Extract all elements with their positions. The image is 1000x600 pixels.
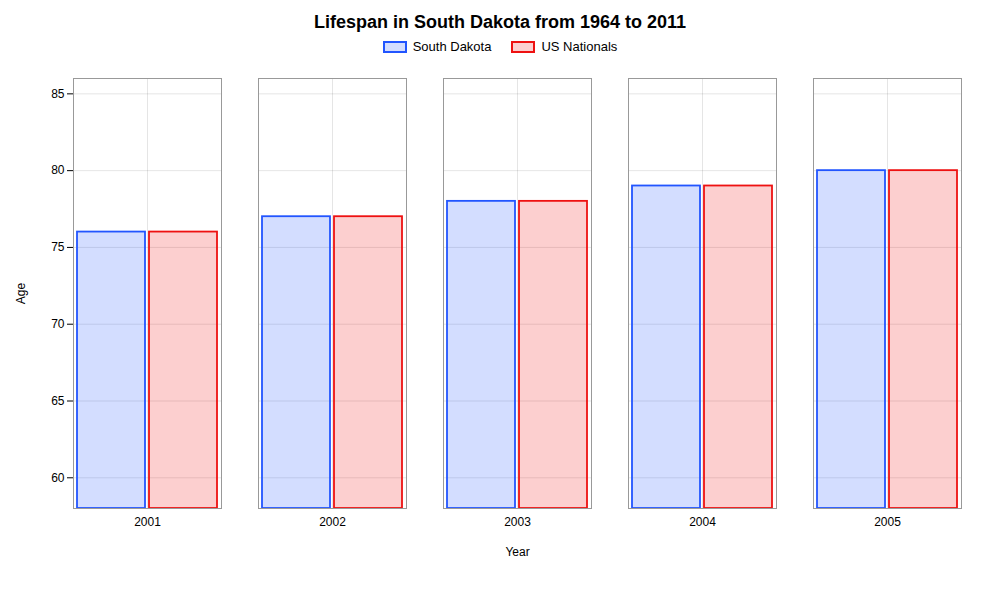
svg-text:2002: 2002 bbox=[319, 515, 346, 529]
svg-text:2003: 2003 bbox=[504, 515, 531, 529]
svg-text:2001: 2001 bbox=[134, 515, 161, 529]
svg-text:65: 65 bbox=[51, 394, 65, 408]
svg-text:Age: Age bbox=[14, 283, 28, 305]
html-text:South Dakota: South Dakota bbox=[412, 39, 492, 54]
svg-text:2004: 2004 bbox=[689, 515, 716, 529]
svg-text:75: 75 bbox=[51, 240, 65, 254]
html-text:US Nationals: US Nationals bbox=[541, 39, 618, 54]
svg-text:2005: 2005 bbox=[874, 515, 901, 529]
svg-text:60: 60 bbox=[51, 471, 65, 485]
svg-text:85: 85 bbox=[51, 87, 65, 101]
svg-text:70: 70 bbox=[51, 317, 65, 331]
svg-text:Year: Year bbox=[505, 545, 529, 559]
svg-text:80: 80 bbox=[51, 163, 65, 177]
html-text:Lifespan in South Dakota from: Lifespan in South Dakota from 1964 to 20… bbox=[313, 12, 686, 32]
